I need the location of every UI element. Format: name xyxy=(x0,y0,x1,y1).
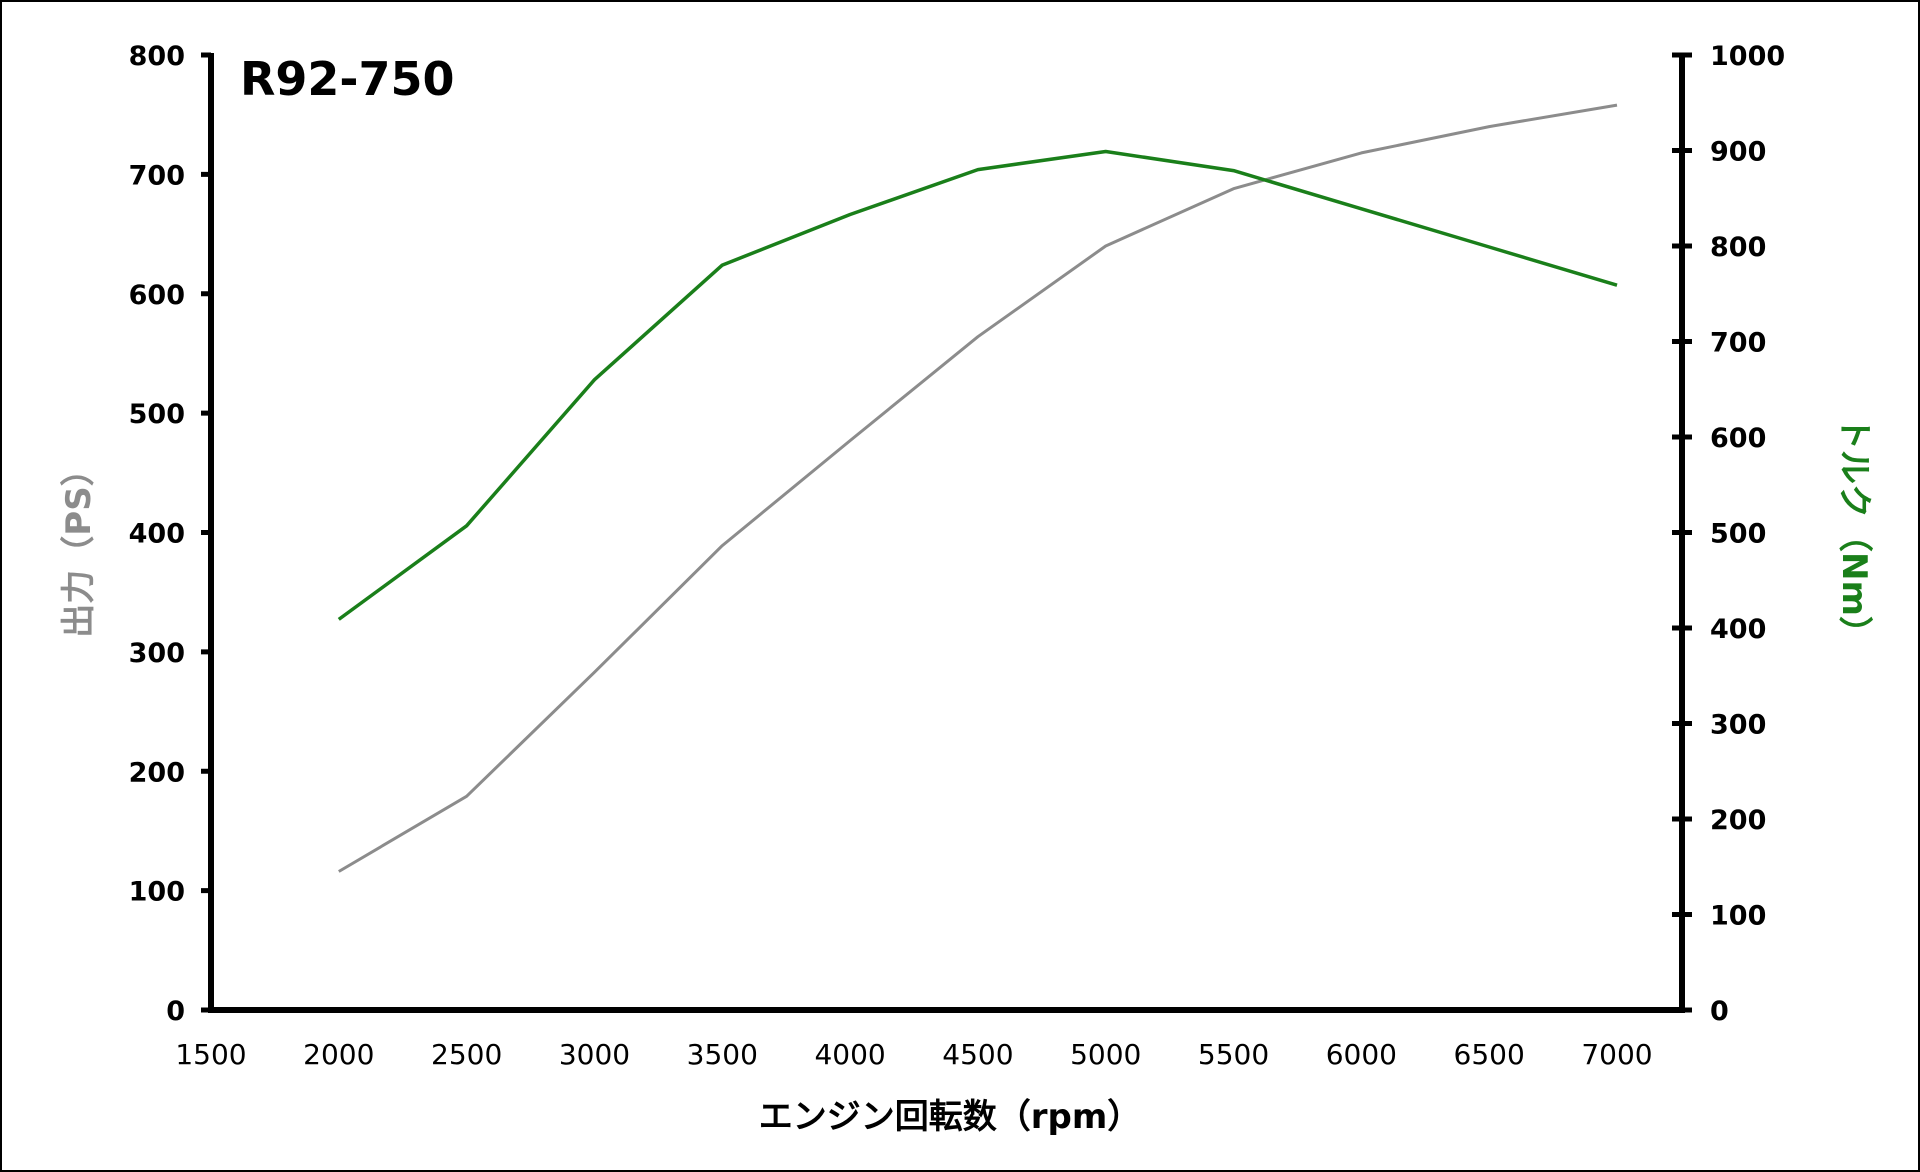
x-tick-label: 4000 xyxy=(814,1038,885,1071)
left-y-axis-title: 出力（PS） xyxy=(59,452,99,637)
x-tick-label: 6000 xyxy=(1326,1038,1397,1071)
right-y-tick-label: 700 xyxy=(1710,328,1766,359)
power-series-line xyxy=(338,103,1618,873)
axes xyxy=(208,53,1685,1013)
x-tick-label: 1500 xyxy=(175,1038,246,1071)
x-tick-label: 5000 xyxy=(1070,1038,1141,1071)
chart-title: R92-750 xyxy=(240,52,455,106)
right-y-tick-label: 900 xyxy=(1710,137,1766,168)
left-y-tick-label: 200 xyxy=(129,757,185,788)
series-lines xyxy=(337,103,1618,873)
x-tick-label: 7000 xyxy=(1581,1038,1652,1071)
x-tick-label: 2500 xyxy=(431,1038,502,1071)
x-axis-title: エンジン回転数（rpm） xyxy=(759,1097,1142,1137)
right-y-axis-title: トルク（Nm） xyxy=(1834,416,1874,650)
left-y-tick-label: 700 xyxy=(129,160,185,191)
left-y-tick-label: 800 xyxy=(129,41,185,72)
x-tick-label: 6500 xyxy=(1454,1038,1525,1071)
right-y-tick-label: 100 xyxy=(1710,901,1766,932)
torque-series-line xyxy=(337,149,1618,621)
left-y-tick-label: 300 xyxy=(129,638,185,669)
right-y-tick-label: 800 xyxy=(1710,232,1766,263)
x-tick-label: 4500 xyxy=(942,1038,1013,1071)
left-y-tick-label: 500 xyxy=(129,399,185,430)
right-y-tick-label: 300 xyxy=(1710,710,1766,741)
right-y-tick-label: 600 xyxy=(1710,423,1766,454)
x-tick-label: 2000 xyxy=(303,1038,374,1071)
right-y-tick-label: 1000 xyxy=(1710,41,1785,72)
right-y-tick-label: 200 xyxy=(1710,805,1766,836)
x-tick-label: 5500 xyxy=(1198,1038,1269,1071)
right-y-tick-label: 500 xyxy=(1710,519,1766,550)
x-tick-label: 3500 xyxy=(687,1038,758,1071)
right-y-tick-label: 0 xyxy=(1710,996,1729,1027)
right-y-tick-label: 400 xyxy=(1710,614,1766,645)
left-y-tick-label: 0 xyxy=(166,996,185,1027)
left-y-tick-label: 400 xyxy=(129,519,185,550)
left-y-tick-label: 100 xyxy=(129,877,185,908)
left-y-tick-label: 600 xyxy=(129,280,185,311)
x-tick-label: 3000 xyxy=(559,1038,630,1071)
tick-marks: 0 100 200 300 400 500 600 700 800 0 100 200 300 400 50… xyxy=(129,41,1786,1071)
